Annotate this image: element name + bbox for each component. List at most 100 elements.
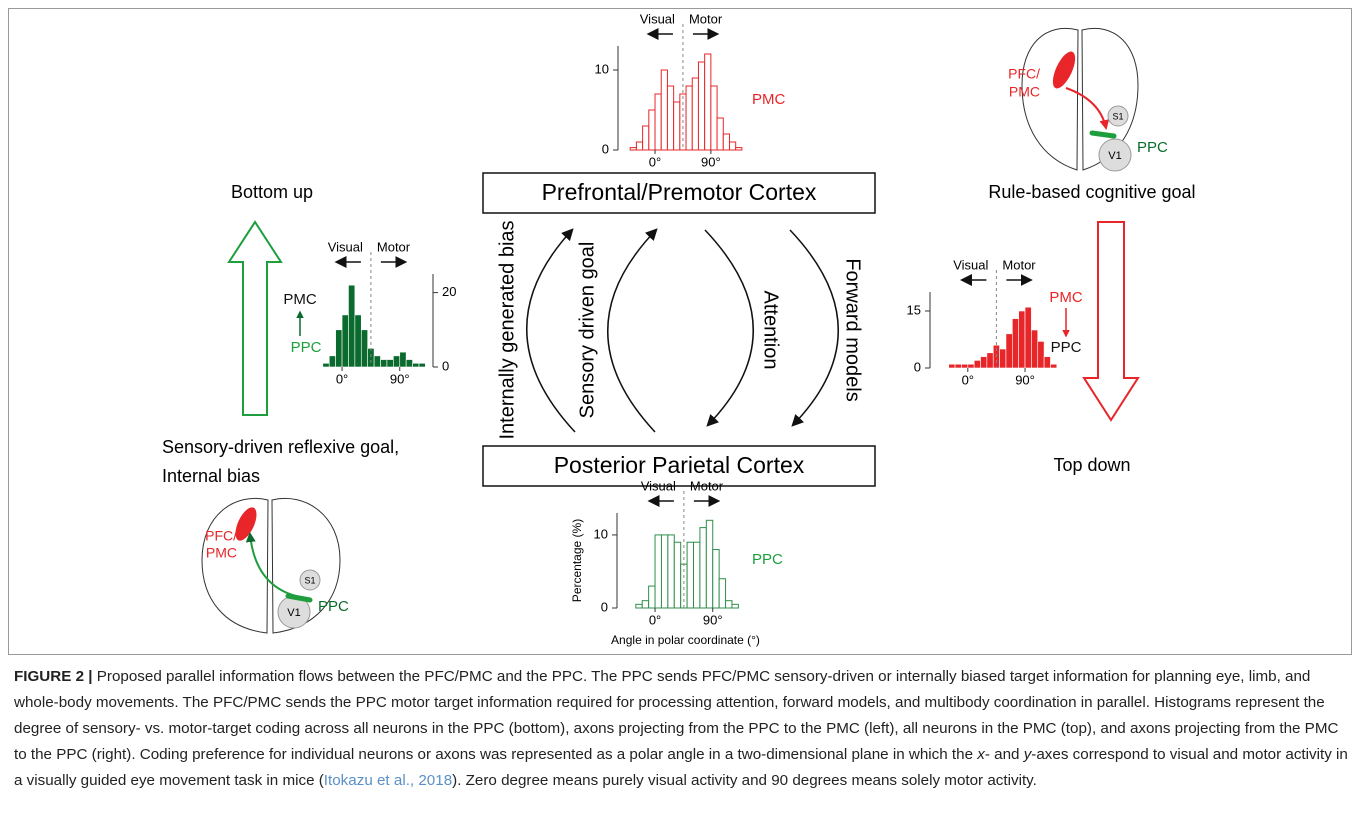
histogram-bar [666, 85, 675, 151]
motor-label: Motor [377, 239, 411, 254]
top-down-label: Top down [1053, 455, 1130, 475]
histogram-bar [716, 117, 724, 151]
brain-label: S1 [304, 575, 315, 585]
histogram-bar [673, 101, 681, 151]
visual-label: Visual [953, 257, 988, 272]
caption-citation[interactable]: Itokazu et al., 2018 [323, 772, 453, 789]
histogram-bar [697, 61, 706, 151]
histogram-bar [635, 141, 644, 151]
caption-text: Proposed parallel information flows betw… [14, 668, 1339, 763]
x-tick-label: 0° [962, 372, 974, 387]
brain-label: PPC [318, 598, 349, 615]
histogram-bar [386, 359, 394, 368]
histogram-bar [704, 53, 712, 151]
histogram-bar [354, 314, 362, 368]
flow-label: PPC [1051, 339, 1082, 356]
figure-frame [8, 8, 1352, 655]
histogram-bar [360, 329, 368, 368]
histogram-bar [648, 109, 656, 151]
reflexive-goal-label: Sensory-driven reflexive goal, [162, 437, 399, 457]
histogram-bar [1050, 363, 1058, 369]
histogram-bar [705, 519, 714, 609]
arrow-label: Internally generated bias [496, 220, 518, 439]
histogram-bar [348, 284, 356, 368]
histogram-bar [1031, 329, 1039, 369]
y-tick-label: 0 [601, 599, 608, 614]
y-tick-label: 15 [907, 302, 921, 317]
visual-label: Visual [641, 478, 676, 493]
flow-arrow [526, 228, 576, 433]
brain-label: PFC/ [205, 528, 237, 544]
reflexive-goal-label: Internal bias [162, 466, 260, 486]
histogram-bar [691, 77, 699, 151]
bottom-up-arrow [227, 220, 283, 416]
x-tick-label: 90° [390, 371, 410, 386]
histogram-bar [1018, 310, 1026, 369]
motor-label: Motor [1002, 257, 1036, 272]
histogram-bar [641, 600, 650, 609]
x-axis-label: Angle in polar coordinate (°) [611, 633, 760, 647]
brain-left [201, 498, 341, 634]
caption-label: FIGURE 2 | [14, 668, 93, 685]
histogram-bar [635, 603, 643, 609]
histogram-bar [685, 85, 693, 151]
flow-label: PMC [283, 291, 317, 308]
brain-label: PFC/ [1008, 66, 1040, 82]
y-tick-label: 0 [914, 359, 921, 374]
histogram-bar [328, 355, 336, 368]
rule-goal-label: Rule-based cognitive goal [988, 182, 1195, 202]
y-tick-label: 10 [595, 61, 609, 76]
x-tick-label: 0° [649, 612, 661, 627]
bottom-up-label: Bottom up [231, 182, 313, 202]
brain-label: V1 [287, 607, 300, 619]
histogram-bar [341, 314, 349, 368]
histogram-bar [380, 359, 388, 368]
histogram-bar [629, 147, 637, 151]
histogram-bar [999, 348, 1007, 369]
arrow-label: Attention [760, 291, 782, 370]
brain-label: V1 [1108, 150, 1121, 162]
y-tick-label: 10 [594, 526, 608, 541]
caption-text: y [1023, 746, 1032, 763]
histogram-bar [699, 527, 707, 609]
histogram-bar [693, 541, 701, 609]
histogram-bar [728, 141, 737, 151]
x-tick-label: 90° [703, 612, 723, 627]
histogram-bar [322, 362, 330, 368]
flow-label: PMC [1049, 289, 1083, 306]
histogram-bar [654, 93, 662, 151]
histogram-bar [686, 541, 695, 609]
histogram-bar [399, 351, 407, 368]
ppc-box [482, 445, 876, 487]
brain-label: PMC [1009, 84, 1040, 100]
histogram-bar [393, 355, 401, 368]
brain-label: PPC [1137, 139, 1168, 156]
histogram-bar [973, 360, 981, 369]
histogram-bar [654, 534, 662, 609]
histogram-bar [961, 363, 969, 369]
histogram-bar [725, 600, 733, 609]
histogram-bar [1037, 341, 1045, 369]
histogram-bar [1024, 306, 1032, 369]
motor-label: Motor [690, 478, 724, 493]
caption-text: -axes correspond to visual and motor act… [14, 746, 1348, 789]
histogram-bar [735, 147, 743, 151]
ppc-box-label: Posterior Parietal Cortex [554, 452, 805, 478]
histogram-label: PMC [752, 91, 786, 108]
histogram-bar [1005, 333, 1013, 369]
histogram-bar [986, 352, 994, 369]
y-tick-label: 0 [602, 141, 609, 156]
y-tick-label: 20 [442, 284, 456, 299]
arrow-label: Forward models [842, 258, 864, 401]
flow-label: PPC [291, 339, 322, 356]
histogram-bar [1043, 356, 1051, 369]
pfc-box-label: Prefrontal/Premotor Cortex [542, 179, 817, 205]
histogram-bar [648, 585, 656, 609]
brain-right [1021, 28, 1139, 172]
histogram-bar [712, 549, 720, 609]
histogram-bar [405, 359, 413, 368]
histogram-bar [367, 348, 375, 368]
histogram-bar [722, 133, 730, 151]
figure: Prefrontal/Premotor Cortex Posterior Par… [8, 8, 1352, 655]
